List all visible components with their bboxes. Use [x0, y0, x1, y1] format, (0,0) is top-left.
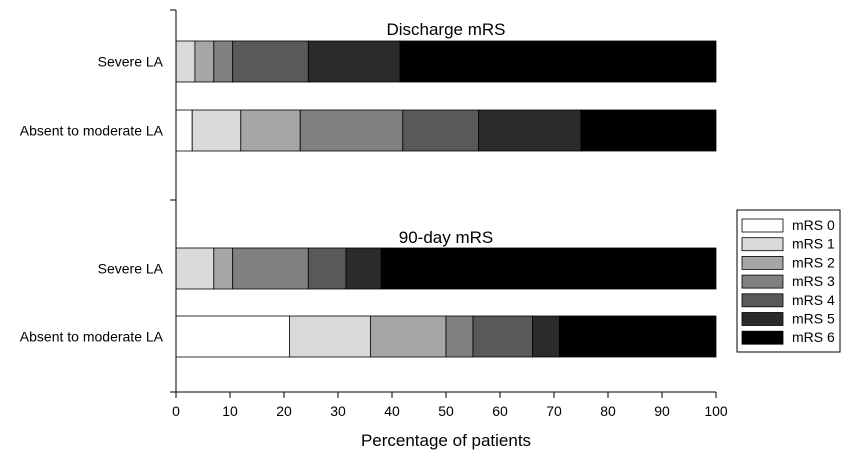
x-tick-label: 20	[276, 403, 292, 419]
bar-segment-mrs-4	[307, 247, 347, 290]
legend-label: mRS 0	[792, 217, 835, 233]
bar-segment-mrs-0	[175, 315, 290, 358]
x-tick-label: 60	[492, 403, 508, 419]
legend-swatch	[741, 218, 784, 233]
bar-segment-mrs-5	[477, 109, 582, 152]
x-tick-label: 50	[438, 403, 454, 419]
bar-segment-mrs-6	[559, 315, 717, 358]
x-tick-label: 90	[654, 403, 670, 419]
bar-segment-mrs-3	[232, 247, 309, 290]
x-tick-label: 80	[600, 403, 616, 419]
bar-segment-mrs-4	[472, 315, 533, 358]
y-category-label: Absent to moderate LA	[20, 329, 164, 345]
legend-swatch	[741, 312, 784, 326]
panel-title: 90-day mRS	[399, 228, 493, 247]
y-labels: Severe LA Absent to moderate LA Severe LA A…	[20, 54, 164, 345]
legend-label: mRS 2	[792, 254, 835, 270]
bar-segment-mrs-2	[369, 315, 447, 358]
x-tick-label: 30	[330, 403, 346, 419]
legend-label: mRS 1	[792, 236, 835, 252]
legend-label: mRS 6	[792, 329, 835, 345]
x-tick-label: 40	[384, 403, 400, 419]
bar-segment-mrs-1	[288, 315, 371, 358]
bar-segment-mrs-5	[307, 40, 401, 83]
bar-segment-mrs-2	[213, 247, 234, 290]
bar-segment-mrs-1	[175, 247, 215, 290]
bar-segment-mrs-1	[191, 109, 242, 152]
bar-segment-mrs-0	[175, 109, 193, 152]
panel-title: Discharge mRS	[386, 20, 505, 39]
bar-segment-mrs-4	[402, 109, 479, 152]
legend-swatch	[741, 237, 784, 252]
y-category-label: Absent to moderate LA	[20, 123, 164, 139]
bar-segment-mrs-3	[445, 315, 474, 358]
bar-segment-mrs-3	[299, 109, 404, 152]
bar-segment-mrs-5	[345, 247, 382, 290]
bar-segment-mrs-3	[213, 40, 234, 83]
x-ticks: 0 10 20 30 40 50 60 70 80 90 100	[172, 392, 728, 419]
x-tick-label: 70	[546, 403, 562, 419]
x-tick-label: 0	[172, 403, 180, 419]
legend-swatch	[741, 274, 784, 289]
bar-segment-mrs-4	[232, 40, 309, 83]
legend-label: mRS 5	[792, 311, 835, 327]
bar-segment-mrs-6	[399, 40, 717, 83]
legend-swatch	[741, 255, 784, 270]
bar-segment-mrs-6	[580, 109, 717, 152]
bar-segment-mrs-5	[532, 315, 560, 358]
x-tick-label: 10	[222, 403, 238, 419]
y-category-label: Severe LA	[98, 261, 164, 277]
y-category-label: Severe LA	[98, 54, 164, 70]
bar-segment-mrs-2	[194, 40, 215, 83]
x-tick-label: 100	[704, 403, 728, 419]
legend-swatch	[741, 293, 784, 308]
legend: mRS 0 mRS 1 mRS 2 mRS 3 mRS 4 mRS 5 mRS 6	[736, 209, 841, 353]
bar-segment-mrs-1	[175, 40, 196, 83]
legend-swatch	[741, 330, 784, 345]
panel-titles: Discharge mRS 90-day mRS	[386, 20, 505, 247]
bar-segment-mrs-6	[380, 247, 717, 290]
x-axis-label: Percentage of patients	[361, 431, 531, 450]
bar-segment-mrs-2	[240, 109, 301, 152]
legend-label: mRS 4	[792, 292, 835, 308]
legend-label: mRS 3	[792, 273, 835, 289]
bars	[175, 40, 717, 358]
